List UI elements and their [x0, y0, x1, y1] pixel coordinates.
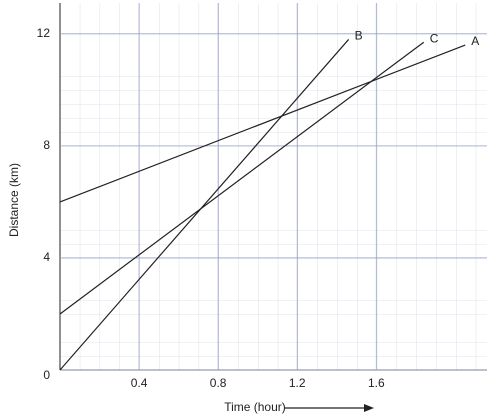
line [59, 44, 466, 203]
minor-grid [60, 3, 487, 370]
y-axis-label: Distance (km) [7, 163, 21, 237]
series-label: B [355, 29, 363, 43]
y-tick-label: 8 [43, 138, 50, 152]
x-tick-label: 1.6 [368, 376, 385, 390]
y-tick-label: 12 [37, 26, 51, 40]
series-label: A [471, 34, 479, 48]
y-tick-label: 0 [43, 368, 50, 382]
x-tick-label: 0.4 [131, 376, 148, 390]
x-axis-label: Time (hour) [224, 400, 286, 414]
line [59, 41, 425, 315]
series-label: C [430, 31, 439, 45]
line [59, 39, 350, 371]
x-tick-label: 1.2 [289, 376, 306, 390]
x-tick-label: 0.8 [210, 376, 227, 390]
y-tick-label: 4 [43, 250, 50, 264]
x-arrow [285, 404, 374, 412]
